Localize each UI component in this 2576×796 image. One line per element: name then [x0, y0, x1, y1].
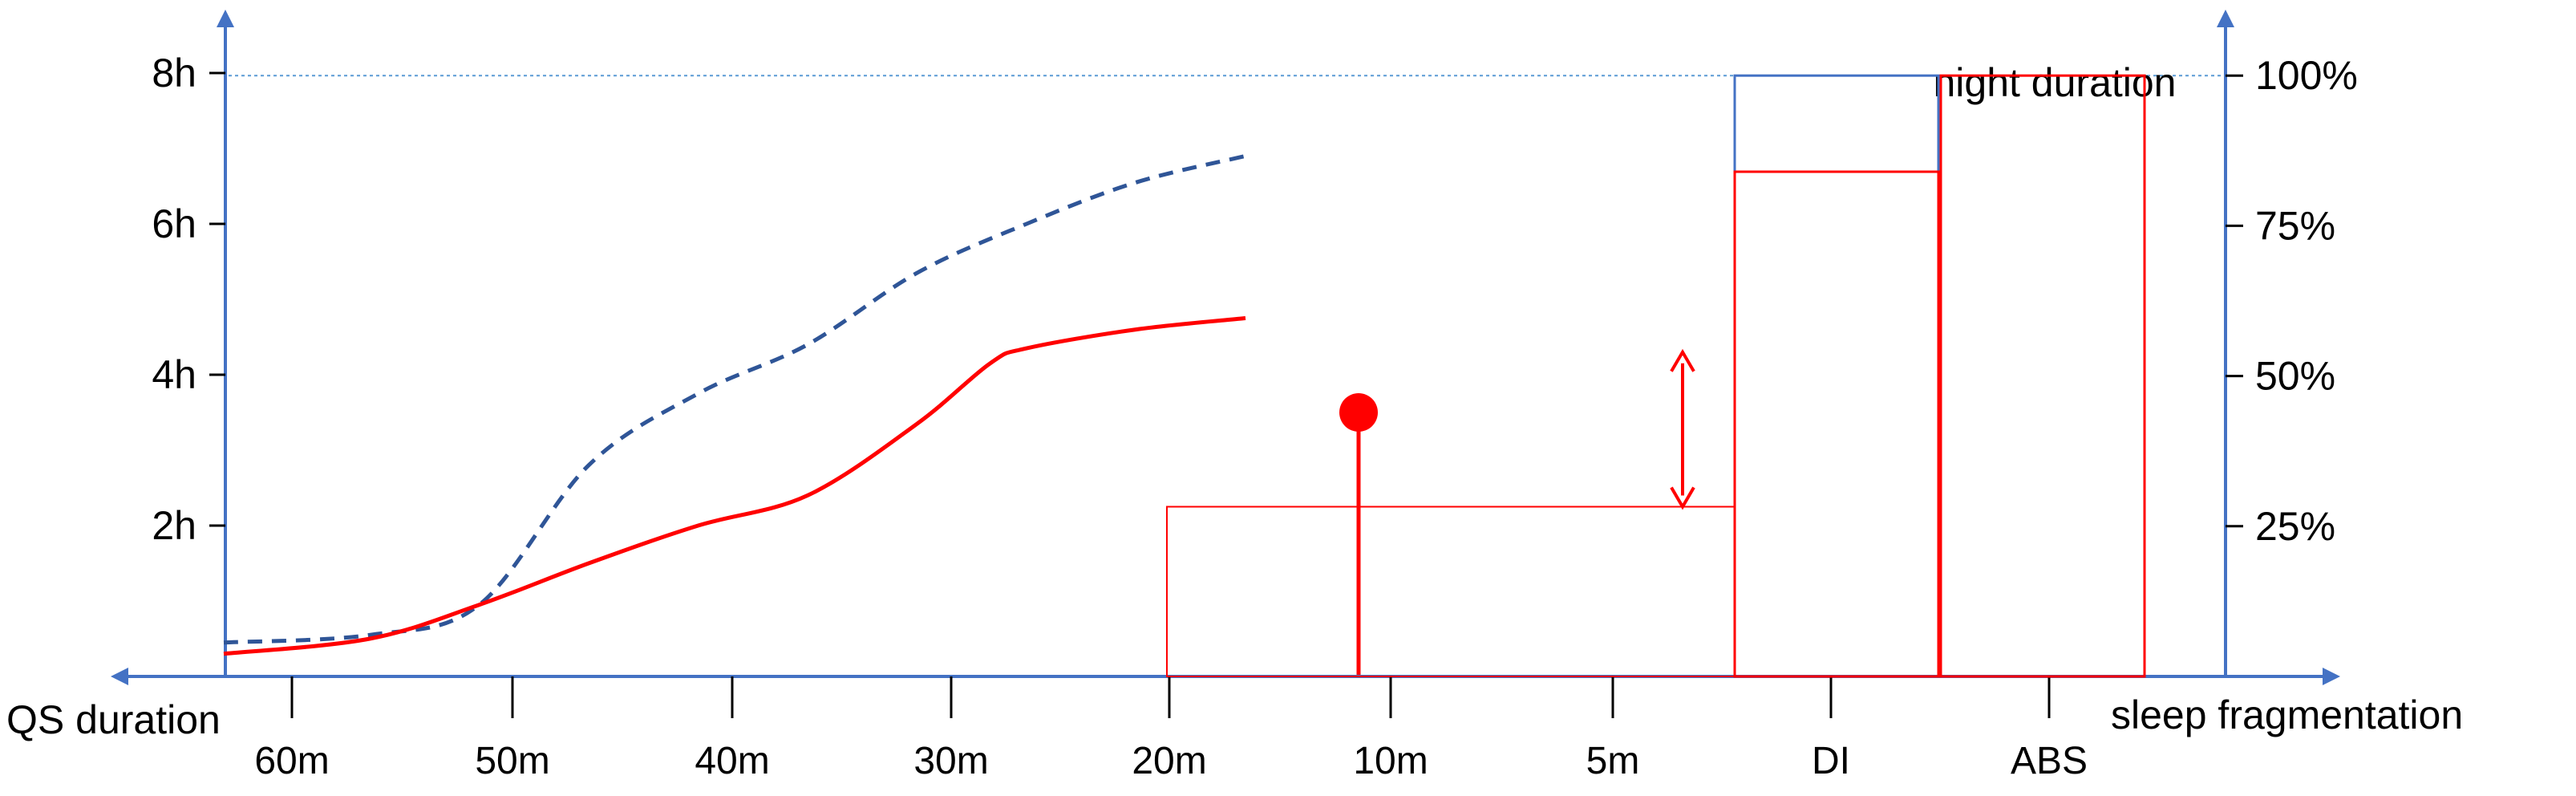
- axis-ticks: [209, 71, 2243, 718]
- x-axis-right-arrow: [2323, 668, 2340, 685]
- series-solid-line: [223, 316, 1246, 656]
- bar-rectangles: [1166, 74, 2146, 678]
- gap-arrow-head-top: [1670, 348, 1695, 372]
- x-tick-label: DI: [1812, 740, 1850, 782]
- right-tick-label: 25%: [2255, 504, 2335, 549]
- x-tick-label: 10m: [1353, 740, 1428, 782]
- threshold-box: [1166, 506, 1736, 677]
- left-tick-label: 8h: [152, 51, 196, 95]
- x-tick-label: 30m: [913, 740, 988, 782]
- series-dashed-line: [223, 153, 1246, 645]
- x-tick-label: 20m: [1132, 740, 1206, 782]
- di-bar: [1733, 170, 1940, 678]
- left-tick-label: 2h: [152, 503, 196, 548]
- right-tick-label: 100%: [2255, 53, 2358, 98]
- x-tick-label: 5m: [1586, 740, 1640, 782]
- axis-tick-labels: 2h 4h 6h 8h 25% 50% 75% 100% 60m 50m 40m 30m 20m 10m 5…: [152, 51, 2358, 782]
- gap-arrow-head-bottom: [1670, 486, 1695, 510]
- highlight-dot: [1339, 393, 1378, 432]
- right-tick-label: 75%: [2255, 203, 2335, 248]
- x-axis-left-arrow: [111, 668, 128, 685]
- series-lines: [223, 153, 1246, 656]
- left-y-axis-arrow: [217, 10, 234, 27]
- x-tick-label: ABS: [2011, 740, 2088, 782]
- x-axis-right-title: sleep fragmentation: [2111, 692, 2463, 737]
- right-tick-label: 50%: [2255, 354, 2335, 399]
- x-tick-label: 40m: [695, 740, 769, 782]
- left-tick-label: 6h: [152, 201, 196, 246]
- x-tick-label: 50m: [475, 740, 549, 782]
- x-axis-left-title: QS duration: [6, 697, 221, 742]
- highlight-annotation: [1339, 348, 1695, 675]
- axes: [111, 10, 2340, 685]
- abs-bar: [1939, 74, 2146, 678]
- left-tick-label: 4h: [152, 352, 196, 397]
- right-y-axis-arrow: [2217, 10, 2234, 27]
- x-tick-label: 60m: [254, 740, 329, 782]
- di-outline-bar: [1733, 74, 1940, 678]
- night-duration-label: night duration: [1933, 60, 2176, 105]
